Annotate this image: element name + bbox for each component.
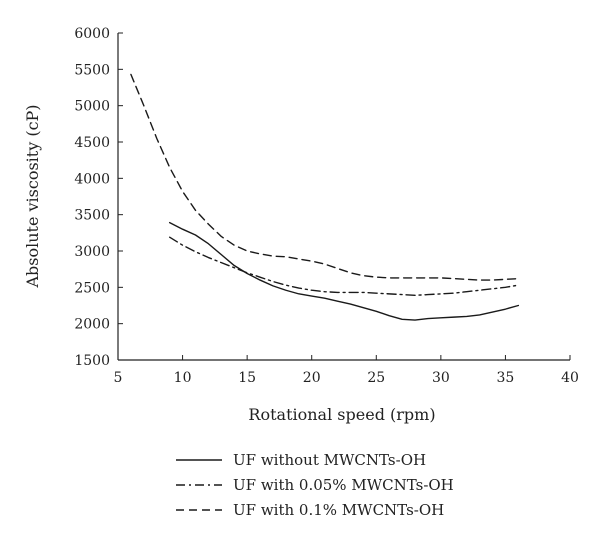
y-tick-label: 6000 — [74, 26, 110, 42]
x-axis-ticks: 5 10 15 20 25 30 35 40 — [114, 355, 579, 386]
x-tick-label: 40 — [561, 370, 579, 386]
y-tick-label: 4500 — [74, 135, 110, 151]
y-tick-label: 3500 — [74, 208, 110, 224]
y-axis-label: Absolute viscosity (cP) — [23, 104, 42, 288]
legend-label-3: UF with 0.1% MWCNTs-OH — [233, 501, 444, 519]
series-line-3 — [130, 73, 520, 281]
x-axis-label: Rotational speed (rpm) — [248, 405, 435, 424]
x-tick-label: 25 — [367, 370, 385, 386]
legend: UF without MWCNTs-OH UF with 0.05% MWCNTs… — [176, 451, 454, 519]
y-tick-label: 4000 — [74, 171, 110, 187]
x-tick-label: 15 — [238, 370, 256, 386]
y-tick-label: 2000 — [74, 317, 110, 333]
x-tick-label: 10 — [174, 370, 192, 386]
y-tick-label: 5500 — [74, 62, 110, 78]
y-tick-label: 2500 — [74, 280, 110, 296]
y-tick-label: 3000 — [74, 244, 110, 260]
series-line-2 — [168, 236, 520, 297]
series-line-1 — [168, 221, 520, 321]
legend-label-1: UF without MWCNTs-OH — [233, 451, 426, 469]
series-lines — [130, 73, 520, 321]
y-tick-label: 1500 — [74, 353, 110, 369]
x-tick-label: 20 — [303, 370, 321, 386]
x-tick-label: 35 — [497, 370, 515, 386]
y-axis-ticks: 1500 2000 2500 3000 3500 4000 4500 5000 5500 6000 — [74, 26, 123, 369]
x-tick-label: 5 — [114, 370, 123, 386]
x-tick-label: 30 — [432, 370, 450, 386]
legend-label-2: UF with 0.05% MWCNTs-OH — [233, 476, 454, 494]
plot-area: 1500 2000 2500 3000 3500 4000 4500 5000 5500 6000… — [74, 26, 579, 386]
y-tick-label: 5000 — [74, 99, 110, 115]
